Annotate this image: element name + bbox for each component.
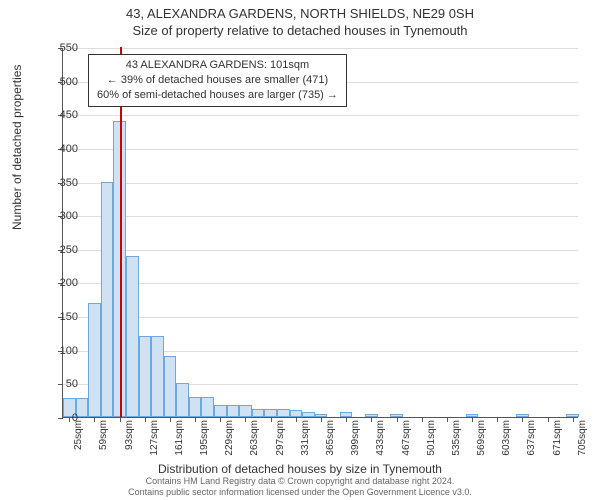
histogram-bar [201, 397, 214, 417]
ytick-label: 250 [48, 244, 78, 256]
histogram-bar [164, 356, 177, 417]
xtick-mark [94, 417, 95, 422]
xtick-label: 297sqm [275, 420, 286, 456]
x-axis-label: Distribution of detached houses by size … [0, 462, 600, 476]
ytick-label: 100 [48, 345, 78, 357]
info-box: 43 ALEXANDRA GARDENS: 101sqm ← 39% of de… [88, 54, 347, 107]
y-axis-label: Number of detached properties [10, 65, 24, 230]
gridline [63, 250, 578, 251]
xtick-label: 331sqm [300, 420, 311, 456]
xtick-label: 195sqm [199, 420, 210, 456]
xtick-mark [422, 417, 423, 422]
xtick-mark [195, 417, 196, 422]
ytick-label: 50 [48, 378, 78, 390]
xtick-mark [447, 417, 448, 422]
histogram-bar [151, 336, 164, 417]
xtick-mark [548, 417, 549, 422]
xtick-mark [371, 417, 372, 422]
xtick-mark [321, 417, 322, 422]
ytick-label: 450 [48, 109, 78, 121]
ytick-label: 400 [48, 143, 78, 155]
xtick-label: 399sqm [350, 420, 361, 456]
page-title: 43, ALEXANDRA GARDENS, NORTH SHIELDS, NE… [0, 0, 600, 23]
histogram-bar [290, 410, 303, 417]
histogram-bar [227, 405, 240, 417]
xtick-mark [522, 417, 523, 422]
xtick-mark [472, 417, 473, 422]
xtick-label: 569sqm [476, 420, 487, 456]
attribution-line-1: Contains HM Land Registry data © Crown c… [0, 476, 600, 487]
xtick-label: 501sqm [426, 420, 437, 456]
xtick-mark [170, 417, 171, 422]
xtick-mark [573, 417, 574, 422]
histogram-bar [264, 409, 277, 417]
histogram-bar [302, 412, 315, 417]
xtick-label: 705sqm [577, 420, 588, 456]
xtick-label: 25sqm [73, 420, 84, 450]
xtick-mark [120, 417, 121, 422]
histogram-bar [239, 405, 252, 417]
xtick-label: 535sqm [451, 420, 462, 456]
xtick-label: 59sqm [98, 420, 109, 450]
xtick-label: 433sqm [375, 420, 386, 456]
page-subtitle: Size of property relative to detached ho… [0, 23, 600, 40]
xtick-label: 603sqm [501, 420, 512, 456]
xtick-label: 365sqm [325, 420, 336, 456]
xtick-label: 127sqm [149, 420, 160, 456]
ytick-label: 300 [48, 210, 78, 222]
histogram-bar [252, 409, 265, 417]
xtick-label: 229sqm [224, 420, 235, 456]
attribution: Contains HM Land Registry data © Crown c… [0, 476, 600, 498]
xtick-mark [220, 417, 221, 422]
info-line-3: 60% of semi-detached houses are larger (… [97, 88, 338, 103]
gridline [63, 216, 578, 217]
xtick-label: 467sqm [401, 420, 412, 456]
ytick-label: 550 [48, 42, 78, 54]
info-line-2: ← 39% of detached houses are smaller (47… [97, 73, 338, 88]
xtick-mark [497, 417, 498, 422]
xtick-label: 263sqm [249, 420, 260, 456]
histogram-bar [176, 383, 189, 417]
histogram-bar [189, 397, 202, 417]
ytick-label: 150 [48, 311, 78, 323]
histogram-bar [214, 405, 227, 417]
ytick-label: 500 [48, 76, 78, 88]
histogram-bar [88, 303, 101, 417]
xtick-label: 93sqm [124, 420, 135, 450]
info-line-1: 43 ALEXANDRA GARDENS: 101sqm [97, 58, 338, 73]
xtick-mark [245, 417, 246, 422]
gridline [63, 283, 578, 284]
histogram-bar [101, 182, 114, 417]
gridline [63, 115, 578, 116]
histogram-bar [139, 336, 152, 417]
xtick-mark [271, 417, 272, 422]
gridline [63, 149, 578, 150]
xtick-mark [296, 417, 297, 422]
ytick-label: 0 [48, 412, 78, 424]
histogram-bar [126, 256, 139, 417]
xtick-mark [145, 417, 146, 422]
xtick-mark [346, 417, 347, 422]
gridline [63, 317, 578, 318]
gridline [63, 48, 578, 49]
xtick-mark [397, 417, 398, 422]
ytick-label: 350 [48, 177, 78, 189]
ytick-label: 200 [48, 277, 78, 289]
xtick-label: 671sqm [552, 420, 563, 456]
attribution-line-2: Contains public sector information licen… [0, 487, 600, 498]
xtick-label: 637sqm [526, 420, 537, 456]
gridline [63, 183, 578, 184]
xtick-label: 161sqm [174, 420, 185, 456]
histogram-bar [277, 409, 290, 417]
